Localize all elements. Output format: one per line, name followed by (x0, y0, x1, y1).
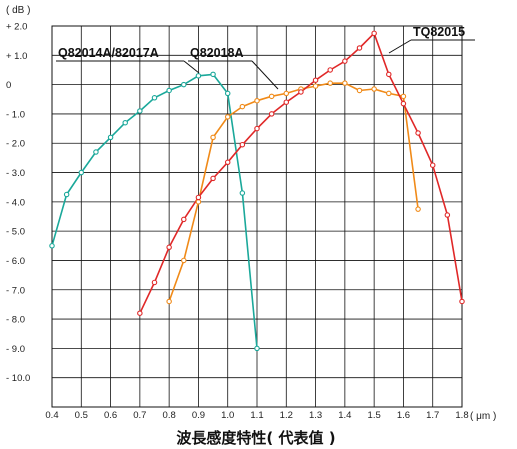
y-tick-label: - 5.0 (6, 227, 25, 238)
data-point (254, 97, 260, 104)
series-label: Q82014A/82017A (58, 46, 159, 60)
data-point (268, 111, 275, 117)
data-point (312, 83, 319, 89)
data-point (444, 212, 451, 218)
data-point (181, 257, 187, 264)
data-point (137, 310, 143, 316)
data-point (371, 86, 377, 92)
data-point (327, 80, 333, 86)
data-point (415, 206, 421, 212)
data-point (415, 130, 421, 136)
data-point (224, 114, 231, 120)
x-tick-label: 0.8 (163, 410, 176, 421)
label-leader-line (183, 60, 200, 74)
y-axis-ticks: + 2.0 + 1.0 0 - 1.0 - 2.0 - 3.0 - 4.0 - 5.0 - 6.… (6, 22, 30, 385)
data-point (166, 298, 172, 305)
data-point (356, 45, 363, 51)
data-point (254, 125, 260, 132)
x-tick-label: 1.0 (221, 410, 234, 421)
data-point (459, 298, 465, 305)
y-axis-unit: ( dB ) (6, 5, 30, 16)
data-point (400, 100, 407, 107)
data-point (49, 243, 55, 249)
x-tick-label: 1.4 (338, 410, 351, 421)
data-point (195, 73, 202, 79)
y-tick-label: - 9.0 (6, 344, 25, 355)
series-label: TQ82015 (413, 25, 465, 39)
data-point (210, 71, 216, 78)
data-point (151, 95, 158, 101)
x-tick-label: 1.3 (309, 410, 322, 421)
y-tick-label: + 2.0 (6, 22, 27, 33)
y-tick-label: + 1.0 (6, 51, 27, 62)
x-tick-label: 0.6 (104, 410, 117, 421)
y-tick-label: - 4.0 (6, 197, 25, 208)
data-point (429, 162, 436, 168)
data-point (239, 103, 246, 110)
series-points (49, 30, 465, 352)
data-point (224, 90, 231, 97)
x-tick-label: 0.5 (75, 410, 88, 421)
data-point (342, 80, 348, 86)
x-tick-label: 0.7 (133, 410, 146, 421)
series-label: Q82018A (190, 46, 244, 60)
data-point (239, 190, 246, 196)
data-point (312, 77, 319, 83)
data-point (327, 67, 333, 73)
y-tick-label: - 3.0 (6, 168, 25, 179)
series-labels: Q82014A/82017A Q82018A TQ82015 (56, 25, 475, 90)
y-tick-label: - 2.0 (6, 139, 25, 150)
data-point (93, 149, 99, 155)
y-tick-label: - 6.0 (6, 256, 25, 267)
data-point (283, 99, 290, 105)
y-tick-label: - 10.0 (6, 373, 30, 384)
data-point (151, 279, 158, 286)
data-point (181, 81, 187, 88)
data-point (195, 199, 202, 205)
data-point (122, 119, 128, 126)
x-tick-label: 1.5 (368, 410, 381, 421)
data-point (254, 345, 260, 352)
series-line-1 (168, 82, 419, 302)
label-leader-line (251, 60, 279, 90)
data-point (181, 216, 187, 223)
x-tick-label: 1.6 (397, 410, 410, 421)
data-point (107, 134, 114, 141)
data-point (342, 58, 348, 64)
data-point (195, 194, 202, 201)
y-tick-label: - 7.0 (6, 285, 25, 296)
x-tick-label: 1.7 (426, 410, 439, 421)
data-point (400, 93, 407, 100)
data-point (137, 108, 143, 114)
chart-title: 波長感度特性( 代表值 ) (176, 429, 335, 447)
x-tick-label: 0.4 (45, 410, 58, 421)
data-point (224, 159, 231, 166)
x-tick-label: 1.8 (455, 410, 468, 421)
data-point (298, 89, 304, 95)
y-tick-label: - 8.0 (6, 315, 25, 326)
data-point (356, 87, 363, 94)
x-tick-label: 0.9 (192, 410, 205, 421)
data-point (386, 90, 392, 97)
y-tick-label: 0 (6, 80, 11, 91)
x-axis-ticks: 0.4 0.5 0.6 0.7 0.8 0.9 1.0 1.1 1.2 1.3 1.4 1.5 1.6 1… (45, 410, 468, 421)
data-point (210, 134, 216, 141)
data-point (239, 141, 246, 148)
y-tick-label: - 1.0 (6, 109, 25, 120)
data-point (210, 175, 216, 182)
data-point (166, 244, 172, 251)
data-point (283, 90, 290, 97)
x-tick-label: 1.2 (280, 410, 293, 421)
data-point (268, 93, 275, 100)
data-point (386, 71, 392, 78)
data-point (371, 30, 377, 37)
x-axis-unit: ( μm ) (470, 411, 496, 422)
data-point (166, 87, 172, 94)
data-point (78, 169, 85, 176)
label-leader-line (388, 39, 412, 54)
x-tick-label: 1.1 (250, 410, 263, 421)
data-point (63, 191, 70, 198)
